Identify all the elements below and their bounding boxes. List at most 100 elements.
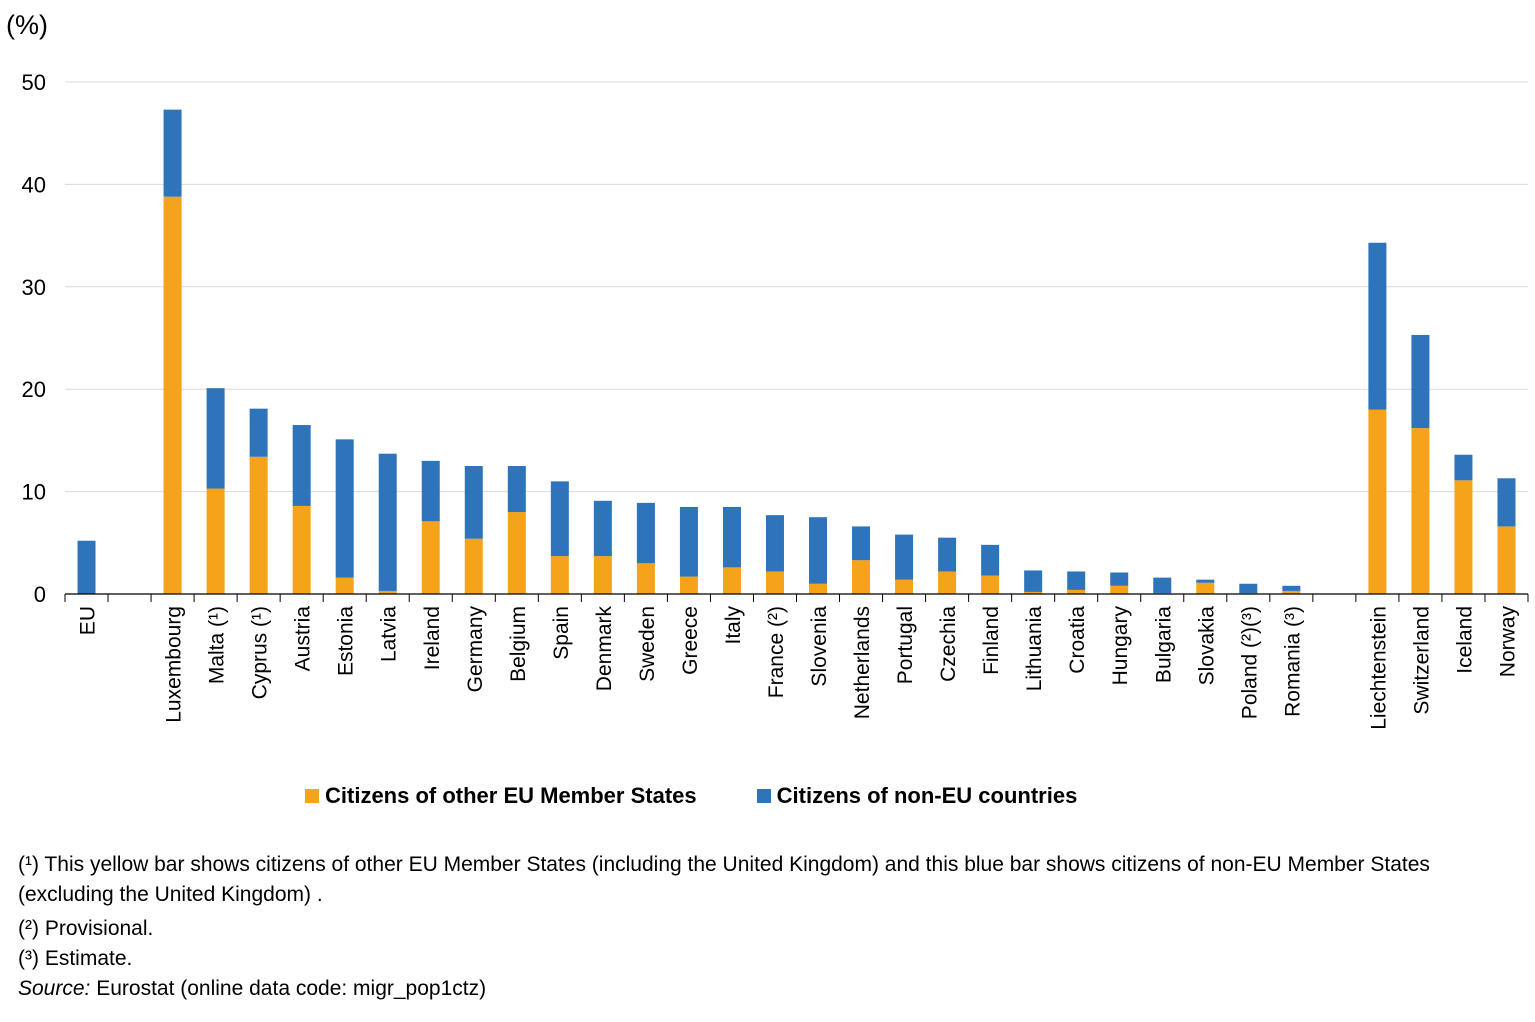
- y-tick-label: 50: [22, 70, 46, 95]
- bar-segment-non-eu-citizens: [507, 466, 526, 513]
- bar-segment-non-eu-citizens: [981, 544, 1000, 576]
- bar-segment-non-eu-citizens: [938, 537, 957, 572]
- bar-segment-eu-citizens: [895, 579, 914, 594]
- legend-swatch-eu: [305, 789, 319, 803]
- x-tick-label: Iceland: [1453, 606, 1476, 674]
- x-tick-label: Denmark: [593, 606, 616, 692]
- bar-segment-eu-citizens: [335, 577, 354, 594]
- bar-segment-non-eu-citizens: [206, 388, 225, 489]
- y-tick-label: 20: [22, 377, 46, 402]
- source-line: Source: Eurostat (online data code: migr…: [18, 974, 1498, 1004]
- stacked-bar-chart: (%) 0 10 20 30 40 50 EU Luxembourg Malta (¹) Cyp…: [6, 10, 1529, 730]
- y-tick-label: 0: [34, 582, 46, 607]
- x-tick-label: Finland: [980, 606, 1003, 675]
- bar-segment-non-eu-citizens: [292, 425, 311, 506]
- x-axis: [64, 593, 1529, 602]
- x-tick-label: Croatia: [1066, 606, 1089, 674]
- x-tick-label: Cyprus (¹): [249, 606, 272, 699]
- bar-segment-non-eu-citizens: [77, 540, 96, 594]
- bar-segment-non-eu-citizens: [421, 460, 440, 522]
- y-tick-label: 30: [22, 275, 46, 300]
- bar-segment-eu-citizens: [1454, 480, 1473, 594]
- y-tick-label: 40: [22, 172, 46, 197]
- x-tick-label: Hungary: [1109, 606, 1132, 686]
- bar-segment-eu-citizens: [1282, 590, 1301, 594]
- x-tick-label: Bulgaria: [1152, 606, 1175, 683]
- bar-segment-eu-citizens: [206, 488, 225, 594]
- x-tick-label: Switzerland: [1410, 606, 1433, 715]
- bar-segment-non-eu-citizens: [593, 500, 612, 557]
- bar-segment-non-eu-citizens: [1411, 334, 1430, 429]
- bar-segment-eu-citizens: [636, 563, 655, 594]
- bar-segment-eu-citizens: [163, 196, 182, 595]
- y-tick-labels: 0 10 20 30 40 50: [22, 70, 46, 607]
- legend-swatch-non-eu: [756, 789, 771, 803]
- x-tick-label: Spain: [550, 606, 573, 660]
- bar-segment-non-eu-citizens: [765, 515, 784, 572]
- bar-segment-eu-citizens: [765, 571, 784, 594]
- bar-segment-eu-citizens: [593, 556, 612, 594]
- bar-segment-eu-citizens: [1196, 582, 1215, 594]
- bar-segment-eu-citizens: [550, 556, 569, 594]
- bar-segment-non-eu-citizens: [1497, 478, 1516, 527]
- bar-segment-non-eu-citizens: [1282, 585, 1301, 591]
- x-tick-label: EU: [77, 606, 100, 635]
- bar-segment-non-eu-citizens: [679, 506, 698, 577]
- bar-segment-non-eu-citizens: [249, 408, 268, 457]
- bar-segment-eu-citizens: [507, 512, 526, 594]
- footnote-1: (¹) This yellow bar shows citizens of ot…: [18, 853, 1430, 906]
- x-tick-labels: EU Luxembourg Malta (¹) Cyprus (¹) Austria Es…: [77, 606, 1520, 730]
- bar-segment-eu-citizens: [1497, 526, 1516, 594]
- x-tick-label: Slovakia: [1195, 606, 1218, 686]
- bar-segment-non-eu-citizens: [722, 506, 741, 568]
- x-tick-label: Czechia: [937, 606, 960, 682]
- x-tick-label: Sweden: [636, 606, 659, 682]
- bar-segment-eu-citizens: [292, 505, 311, 594]
- legend-item-eu: Citizens of other EU Member States: [305, 783, 697, 809]
- x-tick-label: Austria: [292, 606, 315, 672]
- bar-segment-non-eu-citizens: [1239, 583, 1258, 593]
- bar-segment-eu-citizens: [1067, 589, 1086, 594]
- bar-segment-non-eu-citizens: [1067, 571, 1086, 590]
- source-text: Eurostat (online data code: migr_pop1ctz…: [90, 977, 487, 1000]
- x-tick-label: Portugal: [894, 606, 917, 684]
- bar-segment-non-eu-citizens: [1110, 572, 1129, 586]
- bar-segment-eu-citizens: [464, 538, 483, 594]
- bar-segment-non-eu-citizens: [163, 109, 182, 197]
- y-tick-label: 10: [22, 480, 46, 505]
- bar-segment-non-eu-citizens: [464, 466, 483, 539]
- x-tick-label: Poland (²)(³): [1238, 606, 1261, 719]
- bar-segment-non-eu-citizens: [636, 502, 655, 564]
- bar-segment-eu-citizens: [809, 583, 828, 594]
- bar-segment-eu-citizens: [378, 590, 397, 594]
- bar-segment-non-eu-citizens: [895, 534, 914, 580]
- bar-segment-eu-citizens: [1024, 591, 1043, 594]
- x-tick-label: Latvia: [378, 606, 401, 662]
- bar-segment-non-eu-citizens: [550, 481, 569, 557]
- footnote-3: (³) Estimate.: [18, 947, 133, 970]
- x-tick-label: Ireland: [421, 606, 444, 670]
- bar-segment-non-eu-citizens: [1153, 577, 1172, 593]
- bar-segment-eu-citizens: [1110, 585, 1129, 594]
- bar-segment-non-eu-citizens: [378, 453, 397, 591]
- x-tick-label: Romania (³): [1281, 606, 1304, 717]
- legend-label-non-eu: Citizens of non-EU countries: [776, 783, 1078, 808]
- bar-segment-eu-citizens: [1411, 428, 1430, 594]
- bar-segment-non-eu-citizens: [852, 526, 871, 561]
- footnotes: (¹) This yellow bar shows citizens of ot…: [18, 850, 1498, 1004]
- footnote-2: (²) Provisional.: [18, 917, 154, 940]
- x-tick-label: France (²): [765, 606, 788, 698]
- x-tick-label: Estonia: [335, 606, 358, 676]
- x-tick-label: Norway: [1496, 606, 1519, 678]
- x-tick-label: Luxembourg: [163, 606, 186, 723]
- bar-segment-eu-citizens: [1368, 409, 1387, 594]
- x-tick-label: Liechtenstein: [1367, 606, 1390, 730]
- x-tick-label: Italy: [722, 606, 745, 645]
- x-tick-label: Malta (¹): [206, 606, 229, 684]
- bar-segment-non-eu-citizens: [809, 517, 828, 584]
- x-tick-label: Germany: [464, 606, 487, 693]
- y-axis-unit-label: (%): [6, 10, 48, 40]
- bar-segment-eu-citizens: [981, 575, 1000, 594]
- bar-segment-eu-citizens: [852, 560, 871, 594]
- x-tick-label: Greece: [679, 606, 702, 675]
